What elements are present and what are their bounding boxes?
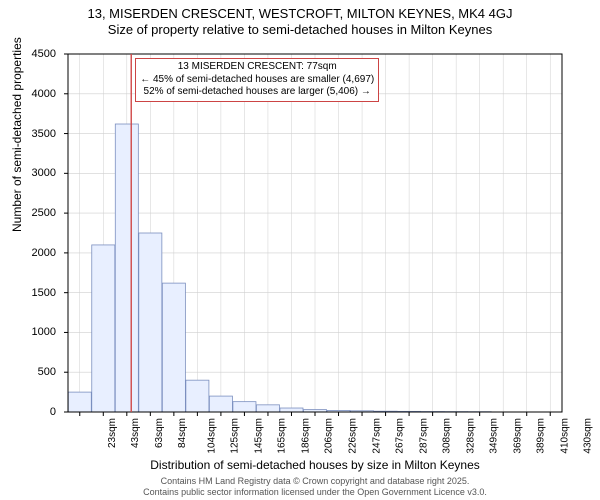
y-tick-label: 3000 bbox=[6, 167, 56, 179]
y-tick-label: 1500 bbox=[6, 287, 56, 299]
title-line-1: 13, MISERDEN CRESCENT, WESTCROFT, MILTON… bbox=[0, 6, 600, 22]
x-tick-label: 206sqm bbox=[324, 418, 335, 454]
footer-line-1: Contains HM Land Registry data © Crown c… bbox=[62, 476, 568, 487]
y-tick-label: 2000 bbox=[6, 247, 56, 259]
y-tick-label: 500 bbox=[6, 366, 56, 378]
y-tick-label: 1000 bbox=[6, 326, 56, 338]
callout-line-3: 52% of semi-detached houses are larger (… bbox=[140, 86, 374, 99]
y-tick-label: 2500 bbox=[6, 207, 56, 219]
x-tick-label: 23sqm bbox=[107, 418, 118, 448]
x-axis-label: Distribution of semi-detached houses by … bbox=[62, 458, 568, 472]
chart-title: 13, MISERDEN CRESCENT, WESTCROFT, MILTON… bbox=[0, 0, 600, 39]
footer-line-2: Contains public sector information licen… bbox=[62, 487, 568, 498]
x-tick-label: 63sqm bbox=[154, 418, 165, 448]
x-tick-label: 369sqm bbox=[512, 418, 523, 454]
x-tick-label: 328sqm bbox=[465, 418, 476, 454]
x-tick-label: 389sqm bbox=[536, 418, 547, 454]
y-tick-label: 4500 bbox=[6, 48, 56, 60]
title-line-2: Size of property relative to semi-detach… bbox=[0, 22, 600, 38]
y-tick-label: 4000 bbox=[6, 88, 56, 100]
y-tick-label: 3500 bbox=[6, 128, 56, 140]
x-tick-label: 287sqm bbox=[418, 418, 429, 454]
footer-attribution: Contains HM Land Registry data © Crown c… bbox=[62, 476, 568, 498]
x-tick-label: 145sqm bbox=[253, 418, 264, 454]
x-tick-label: 247sqm bbox=[371, 418, 382, 454]
x-tick-label: 104sqm bbox=[206, 418, 217, 454]
callout-line-1: 13 MISERDEN CRESCENT: 77sqm bbox=[140, 61, 374, 74]
callout-line-2: ← 45% of semi-detached houses are smalle… bbox=[140, 74, 374, 87]
x-tick-label: 43sqm bbox=[130, 418, 141, 448]
x-tick-label: 226sqm bbox=[348, 418, 359, 454]
x-tick-label: 308sqm bbox=[442, 418, 453, 454]
chart-svg bbox=[62, 48, 568, 418]
x-tick-label: 430sqm bbox=[583, 418, 594, 454]
chart-plot-area bbox=[62, 48, 568, 418]
x-tick-label: 186sqm bbox=[301, 418, 312, 454]
callout-box: 13 MISERDEN CRESCENT: 77sqm ← 45% of sem… bbox=[135, 58, 379, 102]
x-tick-label: 410sqm bbox=[559, 418, 570, 454]
x-tick-label: 267sqm bbox=[395, 418, 406, 454]
y-tick-label: 0 bbox=[6, 406, 56, 418]
x-tick-label: 349sqm bbox=[489, 418, 500, 454]
x-tick-label: 165sqm bbox=[277, 418, 288, 454]
x-tick-label: 125sqm bbox=[230, 418, 241, 454]
x-tick-label: 84sqm bbox=[177, 418, 188, 448]
